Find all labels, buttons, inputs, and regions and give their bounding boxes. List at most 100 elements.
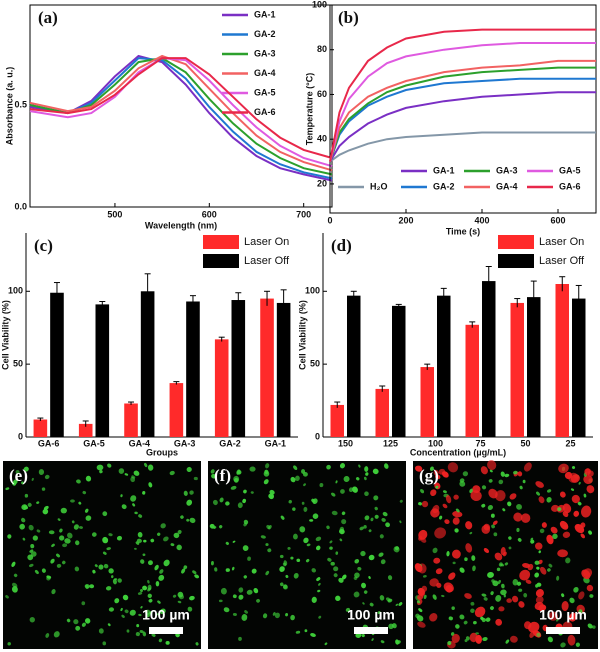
cell [212,499,218,506]
cell [387,598,393,603]
cell [573,510,580,517]
line [329,77,596,162]
cell [385,522,390,528]
cell [513,512,523,522]
cell [470,490,482,502]
cell [451,633,460,643]
panel-label: (a) [38,8,58,27]
bar [140,291,155,437]
cell [292,507,296,511]
cell [225,501,230,506]
cell [21,481,24,485]
error-bar [424,363,431,370]
cell [329,546,333,550]
x-axis-label: Time (s) [446,226,480,236]
cell [394,546,399,551]
cell [421,585,428,592]
x-tick-label: 700 [296,209,311,219]
cell [288,499,292,504]
cell [156,613,160,616]
cell [124,473,129,476]
cell [230,485,237,490]
error-bar [530,280,537,314]
cell [496,567,501,572]
cell [148,482,153,488]
cell [183,565,188,570]
cell [256,598,260,603]
y-tick-label: 50 [13,359,23,369]
cell [142,631,147,637]
cell [134,511,138,515]
cell [581,505,592,518]
cell [189,490,194,495]
cell [339,538,343,542]
cell [475,632,479,635]
cell [586,485,595,494]
cell [279,582,284,587]
cell [94,564,98,568]
cell [50,558,55,564]
bar [375,388,389,437]
error-bar [189,295,196,308]
y-axis-label: Absorbance (a. u.) [4,67,14,146]
legend-swatch [498,254,534,268]
cell [242,498,247,504]
cell [481,618,487,623]
error-bar [128,401,135,405]
cell [12,582,18,588]
cell [243,522,248,527]
cell [435,568,443,575]
cell [517,471,523,477]
cell [30,551,37,557]
cell [368,554,375,561]
cell [279,554,284,559]
cell [501,583,505,589]
cell [304,629,308,633]
cell [399,520,402,524]
cell [134,547,137,550]
cell [341,511,346,516]
cell [487,571,494,578]
bar [330,404,344,437]
cell [500,547,506,556]
cell [56,563,62,568]
cell [463,620,468,625]
cell [265,570,270,576]
bar [50,292,64,437]
cell [74,566,80,572]
cell [377,611,381,615]
cell [535,595,544,604]
error-bar [575,284,582,312]
cell [243,575,247,579]
cell [78,526,83,529]
cell [73,524,79,530]
cell [272,612,276,616]
bar [555,284,569,437]
x-tick-label: 200 [398,215,413,225]
legend-label: Laser On [244,236,289,248]
cell [36,529,41,533]
bar [392,305,406,437]
y-tick-label: 20 [317,178,327,188]
bar [465,324,479,437]
cell [518,601,525,608]
cell [462,471,469,477]
cell [136,624,140,628]
cell [241,614,248,621]
cell [71,520,75,524]
legend-swatch [203,254,239,268]
cell [448,572,456,580]
cell [316,577,321,582]
image-label: (e) [9,466,28,485]
cell [7,642,11,646]
x-tick-label: 25 [565,438,575,448]
cell [78,501,82,505]
cell [246,589,253,595]
cell [231,566,235,571]
cell [445,495,452,504]
cell [534,560,540,565]
cell [89,584,95,589]
cell [81,622,86,627]
cell [414,563,423,573]
cell [447,640,452,646]
